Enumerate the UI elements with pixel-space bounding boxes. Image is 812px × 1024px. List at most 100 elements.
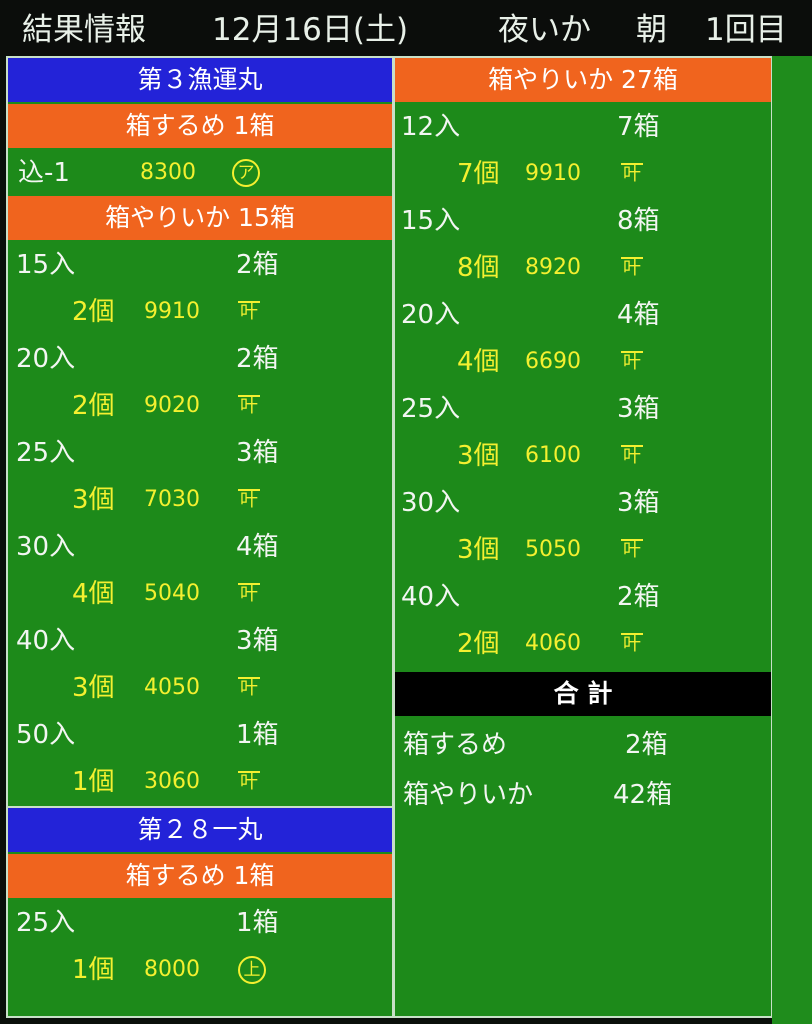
detail-row: 3個 4050 叶	[8, 665, 392, 711]
box-count: 2箱	[236, 344, 279, 374]
size-row: 15入 8箱	[395, 198, 771, 244]
size: 50入	[16, 720, 76, 750]
buyer-mark-icon: 叶	[238, 489, 260, 511]
size: 15入	[16, 250, 76, 280]
box-count: 3箱	[236, 438, 279, 468]
unit-count: 1個	[72, 955, 115, 985]
screen-title: 結果情報	[22, 12, 146, 48]
buyer-mark-icon: 上	[238, 956, 266, 984]
total-value: 42箱	[613, 780, 673, 810]
section-header: 箱するめ 1箱	[8, 104, 392, 148]
detail-row: 3個 6100 叶	[395, 433, 771, 479]
detail-row: 3個 5050 叶	[395, 527, 771, 573]
size-row: 30入 3箱	[395, 480, 771, 526]
buyer-mark-icon: 叶	[621, 633, 643, 655]
buyer-mark-icon: 叶	[621, 257, 643, 279]
total-label: 箱やりいか	[403, 780, 534, 810]
buyer-mark-icon: 叶	[238, 583, 260, 605]
price: 9020	[144, 393, 200, 418]
price: 7030	[144, 487, 200, 512]
total-header: 合 計	[395, 672, 771, 716]
detail-row: 1個 8000 上	[8, 947, 392, 993]
price: 4060	[525, 631, 581, 656]
category: 夜いか	[498, 12, 591, 48]
size-row: 50入 1箱	[8, 712, 392, 758]
size-row: 25入 3箱	[8, 430, 392, 476]
right-results-panel: 箱やりいか 27箱 12入 7箱 7個 9910 叶 15入 8箱 8個 8920 叶 20入 4箱 4個…	[393, 56, 773, 1018]
buyer-mark-icon: 叶	[621, 351, 643, 373]
size-row: 40入 2箱	[395, 574, 771, 620]
box-count: 3箱	[617, 488, 660, 518]
box-count: 4箱	[236, 532, 279, 562]
box-count: 7箱	[617, 112, 660, 142]
size: 40入	[401, 582, 461, 612]
price: 8000	[144, 957, 200, 982]
price: 3060	[144, 769, 200, 794]
unit-count: 4個	[457, 347, 500, 377]
size: 12入	[401, 112, 461, 142]
boat-header: 第３漁運丸	[8, 58, 392, 102]
unit-count: 3個	[72, 673, 115, 703]
size: 25入	[401, 394, 461, 424]
detail-row: 2個 9910 叶	[8, 289, 392, 335]
price: 4050	[144, 675, 200, 700]
left-results-panel: 第３漁運丸 箱するめ 1箱 込-1 8300 ア箱やりいか 15箱 15入 2箱 2個 9910…	[6, 56, 394, 1018]
size: 20入	[401, 300, 461, 330]
buyer-mark-icon: 叶	[621, 163, 643, 185]
price: 9910	[525, 161, 581, 186]
buyer-mark-icon: 叶	[238, 771, 260, 793]
box-count: 1箱	[236, 908, 279, 938]
size-row: 20入 4箱	[395, 292, 771, 338]
size: 20入	[16, 344, 76, 374]
unit-count: 2個	[72, 391, 115, 421]
buyer-mark-icon: 叶	[621, 445, 643, 467]
price: 5040	[144, 581, 200, 606]
session: 朝	[636, 12, 667, 48]
price: 5050	[525, 537, 581, 562]
detail-row: 4個 6690 叶	[395, 339, 771, 385]
detail-row: 8個 8920 叶	[395, 245, 771, 291]
price: 9910	[144, 299, 200, 324]
buyer-mark-icon: 叶	[238, 395, 260, 417]
unit-count: 3個	[457, 535, 500, 565]
price: 8920	[525, 255, 581, 280]
section-header: 箱やりいか 27箱	[395, 58, 771, 102]
buyer-mark-icon: 叶	[238, 301, 260, 323]
lot-label: 込-1	[18, 158, 70, 188]
unit-count: 2個	[72, 297, 115, 327]
detail-row: 2個 9020 叶	[8, 383, 392, 429]
size: 15入	[401, 206, 461, 236]
unit-count: 4個	[72, 579, 115, 609]
buyer-mark-icon: 叶	[621, 539, 643, 561]
box-count: 3箱	[236, 626, 279, 656]
unit-count: 7個	[457, 159, 500, 189]
size-row: 25入 3箱	[395, 386, 771, 432]
price: 6100	[525, 443, 581, 468]
detail-row: 4個 5040 叶	[8, 571, 392, 617]
size: 30入	[16, 532, 76, 562]
detail-row: 1個 3060 叶	[8, 759, 392, 805]
round: 1回目	[705, 12, 787, 48]
boat-header: 第２８一丸	[8, 808, 392, 852]
box-count: 4箱	[617, 300, 660, 330]
size-row: 20入 2箱	[8, 336, 392, 382]
size-row: 15入 2箱	[8, 242, 392, 288]
size-row: 40入 3箱	[8, 618, 392, 664]
section-header: 箱するめ 1箱	[8, 854, 392, 898]
detail-row: 7個 9910 叶	[395, 151, 771, 197]
box-count: 8箱	[617, 206, 660, 236]
box-count: 1箱	[236, 720, 279, 750]
size-row: 12入 7箱	[395, 104, 771, 150]
section-header: 箱やりいか 15箱	[8, 196, 392, 240]
total-value: 2箱	[625, 730, 668, 760]
size: 25入	[16, 438, 76, 468]
size-row: 25入 1箱	[8, 900, 392, 946]
unit-count: 2個	[457, 629, 500, 659]
box-count: 3箱	[617, 394, 660, 424]
price: 6690	[525, 349, 581, 374]
price: 8300	[140, 160, 196, 185]
size: 30入	[401, 488, 461, 518]
total-row: 箱するめ 2箱	[395, 722, 771, 768]
size: 25入	[16, 908, 76, 938]
size-row: 30入 4箱	[8, 524, 392, 570]
